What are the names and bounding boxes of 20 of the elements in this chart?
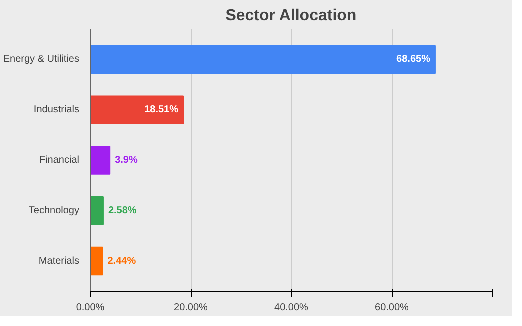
bar: [90, 246, 104, 276]
bar: [90, 96, 184, 124]
x-tick-label: 20.00%: [174, 302, 208, 314]
y-tick-label: Energy & Utilities: [3, 54, 80, 66]
x-tick-label: 60.00%: [375, 302, 410, 314]
y-tick-label: Industrials: [34, 104, 80, 116]
y-tick-label: Technology: [28, 205, 80, 216]
x-tick-label: 40.00%: [274, 302, 309, 314]
data-label: 3.9%: [115, 155, 138, 166]
data-label: 68.65%: [396, 54, 431, 66]
bar: [90, 196, 104, 226]
y-tick-label: Financial: [39, 155, 80, 166]
data-label: 2.44%: [108, 256, 136, 267]
data-label: 18.51%: [144, 104, 179, 116]
bar: [90, 45, 436, 74]
chart-title: Sector Allocation: [226, 8, 357, 24]
bar: [90, 146, 111, 175]
y-tick-label: Materials: [38, 256, 80, 267]
x-tick-label: 0.00%: [76, 302, 105, 314]
data-label: 2.58%: [108, 205, 137, 216]
